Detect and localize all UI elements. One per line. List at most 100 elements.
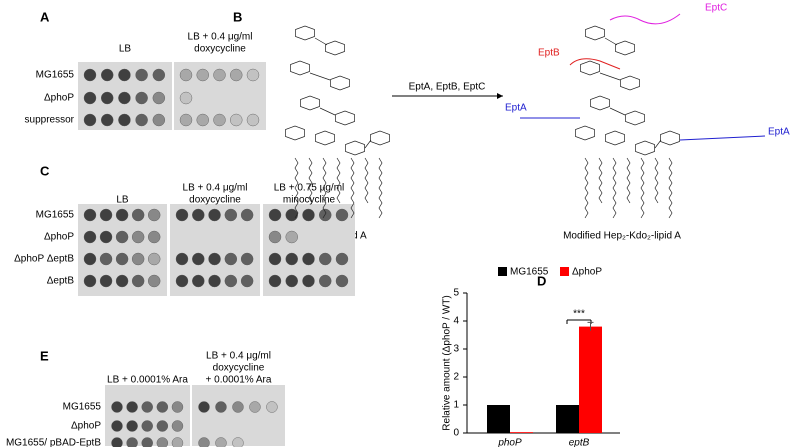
colony-spot xyxy=(230,113,243,127)
colony-spot xyxy=(83,91,97,105)
colony-spot xyxy=(268,274,282,288)
acyl-chain xyxy=(598,157,603,204)
panel-label: D xyxy=(537,273,546,288)
condition-label: LB xyxy=(116,195,129,206)
plate-image xyxy=(105,385,190,446)
condition-label: LB + 0.4 μg/ml xyxy=(206,351,271,362)
strain-label: MG1655 xyxy=(36,210,75,221)
sugar-ring xyxy=(605,130,625,146)
colony-spot xyxy=(83,208,97,222)
bond xyxy=(599,37,662,149)
colony-spot xyxy=(118,91,131,105)
strain-label: MG1655 xyxy=(36,70,75,81)
colony-spot xyxy=(156,437,169,447)
sugar-ring xyxy=(370,130,390,146)
panel-label: A xyxy=(40,9,50,24)
colony-spot xyxy=(171,437,184,447)
colony-spot xyxy=(135,68,148,82)
colony-spot xyxy=(335,274,349,288)
colony-spot xyxy=(99,252,113,266)
product-name: Modified Hep₂-Kdo₂-lipid A xyxy=(563,231,681,242)
strain-label: ΔeptB xyxy=(47,276,75,287)
bar xyxy=(556,405,579,433)
legend-swatch xyxy=(560,267,569,276)
colony-spot xyxy=(147,252,161,266)
panel-label: E xyxy=(40,348,49,363)
colony-spot xyxy=(240,252,254,266)
modification-group xyxy=(609,13,681,25)
colony-spot xyxy=(179,113,193,127)
significance-stars: *** xyxy=(573,309,585,320)
colony-spot xyxy=(99,230,113,244)
colony-spot xyxy=(230,68,243,82)
colony-spot xyxy=(152,113,166,127)
colony-spot xyxy=(268,230,282,244)
y-tick-label: 4 xyxy=(453,316,459,327)
acyl-chain xyxy=(584,157,589,219)
colony-spot xyxy=(335,208,349,222)
colony-spot xyxy=(198,401,210,413)
colony-spot xyxy=(171,401,184,413)
colony-spot xyxy=(141,437,153,447)
colony-spot xyxy=(115,230,129,244)
colony-spot xyxy=(152,91,166,105)
colony-spot xyxy=(131,274,145,288)
colony-spot xyxy=(208,274,221,288)
colony-spot xyxy=(83,68,97,82)
colony-spot xyxy=(115,274,129,288)
colony-spot xyxy=(152,68,166,82)
colony-spot xyxy=(319,274,332,288)
colony-spot xyxy=(118,68,131,82)
modification-label: EptA xyxy=(505,103,527,114)
colony-spot xyxy=(83,230,97,244)
colony-spot xyxy=(101,113,114,127)
colony-spot xyxy=(101,68,114,82)
sugar-ring xyxy=(300,95,320,111)
y-tick-label: 1 xyxy=(453,400,459,411)
colony-spot xyxy=(147,208,161,222)
colony-spot xyxy=(147,274,161,288)
sugar-ring xyxy=(615,40,635,56)
legend-label: MG1655 xyxy=(510,267,549,278)
colony-spot xyxy=(213,68,226,82)
sugar-ring xyxy=(580,60,600,76)
sugar-ring xyxy=(345,140,365,156)
acyl-chain xyxy=(350,157,355,219)
panel-label: C xyxy=(40,163,50,178)
modification-label: EptB xyxy=(538,48,560,59)
plate-image xyxy=(192,385,285,446)
colony-spot xyxy=(111,437,123,447)
y-tick-label: 5 xyxy=(453,288,459,299)
colony-spot xyxy=(208,208,221,222)
sugar-ring xyxy=(660,130,680,146)
colony-spot xyxy=(335,252,349,266)
colony-spot xyxy=(208,252,221,266)
acyl-chain xyxy=(640,157,645,219)
sugar-ring xyxy=(635,140,655,156)
y-tick-label: 2 xyxy=(453,372,459,383)
colony-spot xyxy=(302,252,315,266)
colony-spot xyxy=(215,401,227,413)
sugar-ring xyxy=(285,125,305,141)
colony-spot xyxy=(156,420,169,432)
colony-spot xyxy=(192,252,205,266)
modification-label: EptA xyxy=(768,127,790,138)
colony-spot xyxy=(99,274,113,288)
colony-spot xyxy=(268,208,282,222)
acyl-chain xyxy=(378,157,383,219)
colony-spot xyxy=(175,274,189,288)
colony-spot xyxy=(240,208,254,222)
colony-spot xyxy=(285,208,298,222)
colony-spot xyxy=(147,230,161,244)
colony-spot xyxy=(213,113,226,127)
y-tick-label: 0 xyxy=(453,428,459,439)
acyl-chain xyxy=(626,157,631,204)
colony-spot xyxy=(111,420,123,432)
colony-spot xyxy=(196,68,209,82)
condition-label: LB + 0.4 μg/ml xyxy=(188,32,253,43)
colony-spot xyxy=(232,401,244,413)
sugar-ring xyxy=(590,95,610,111)
colony-spot xyxy=(83,274,97,288)
colony-spot xyxy=(135,113,148,127)
